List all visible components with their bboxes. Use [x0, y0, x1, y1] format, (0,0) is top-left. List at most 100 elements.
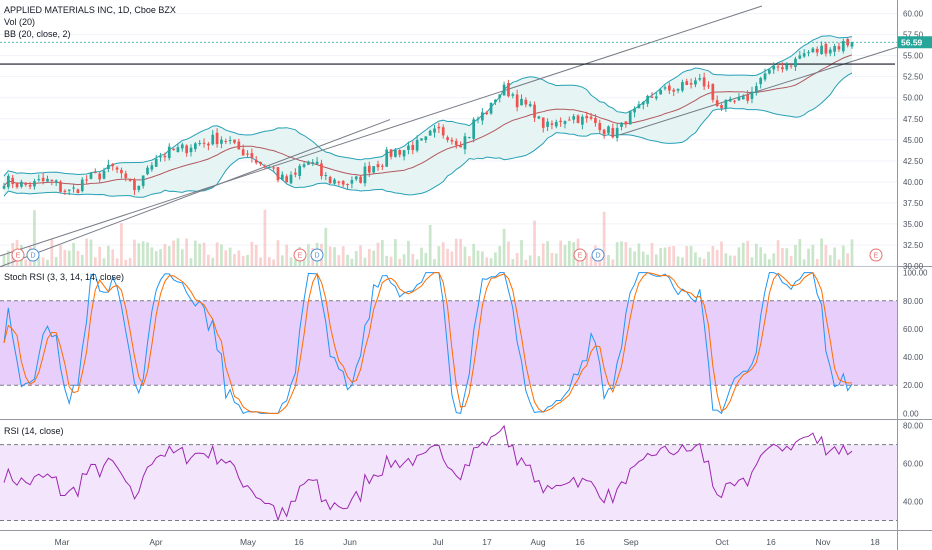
stoch-d-line — [3, 271, 853, 414]
price-tick-label: 55.00 — [903, 52, 924, 61]
price-axis[interactable]: 60.00 57.50 55.00 52.50 50.00 47.50 45.00 42.50… — [903, 10, 924, 271]
dividend-event-marker[interactable] — [591, 248, 605, 262]
volume-bar — [537, 256, 541, 266]
stoch-rsi-axis[interactable]: 100.00 80.00 60.00 40.00 20.00 0.00 — [903, 269, 928, 419]
candle-body — [511, 94, 515, 96]
time-axis[interactable]: Mar Apr May 16 Jun Jul 17 Aug 16 Sep Oct 16 Nov 18 — [55, 537, 880, 547]
volume-bar — [172, 240, 175, 266]
candle-body — [428, 130, 432, 136]
volume-bar — [246, 254, 249, 266]
candle-body — [185, 145, 188, 154]
candle-body — [450, 139, 454, 142]
candle-body — [367, 165, 371, 173]
candle-body — [581, 116, 584, 125]
volume-bar — [615, 242, 619, 266]
volume-bar — [841, 245, 845, 266]
candle-body — [376, 164, 380, 168]
candle-body — [59, 181, 62, 192]
candle-body — [102, 170, 106, 179]
upper-trendline[interactable] — [0, 5, 763, 257]
candle-body — [794, 58, 797, 67]
price-tick-label: 35.00 — [903, 220, 924, 229]
candle-body — [311, 162, 315, 164]
volume-bar — [333, 247, 336, 266]
price-tick-label: 60.00 — [903, 10, 924, 19]
stoch-rsi-pane — [0, 271, 897, 415]
candle-body — [533, 104, 536, 118]
rsi-line — [3, 424, 853, 522]
candle-body — [193, 143, 197, 150]
trendlines[interactable] — [0, 5, 898, 268]
candle-body — [380, 165, 384, 167]
volume-bar — [350, 258, 354, 266]
price-tick-label: 45.00 — [903, 136, 924, 145]
candle-body — [424, 136, 428, 141]
candle-body — [541, 117, 545, 128]
volume-bar — [294, 259, 297, 266]
svg-text:56.59: 56.59 — [901, 37, 923, 47]
candle-body — [415, 139, 419, 151]
candle-body — [233, 139, 236, 143]
candle-body — [585, 115, 589, 119]
rsi-axis[interactable]: 80.00 60.00 40.00 — [903, 422, 924, 507]
volume-bar — [507, 241, 510, 266]
rsi-band — [0, 444, 897, 521]
volume-bar — [768, 259, 771, 266]
volume-bar — [24, 259, 28, 266]
volume-bar — [128, 257, 132, 266]
volume-bar — [150, 247, 154, 266]
time-tick-label: Nov — [815, 537, 831, 547]
volume-bar — [228, 247, 232, 266]
candle-body — [698, 78, 702, 80]
volume-bar — [133, 239, 136, 266]
candle-body — [572, 116, 576, 120]
dividend-event-marker[interactable] — [310, 248, 324, 262]
time-tick-label: 18 — [870, 537, 880, 547]
candle-body — [363, 166, 367, 184]
volume-bar — [668, 246, 671, 266]
earnings-event-marker[interactable] — [293, 248, 307, 262]
volume-bar — [820, 238, 823, 266]
candle-body — [298, 165, 302, 176]
candle-body — [7, 175, 10, 188]
candle-body — [815, 48, 819, 53]
candle-body — [837, 46, 841, 50]
volume-bar — [267, 257, 271, 266]
volume-bar — [807, 248, 810, 266]
candle-body — [602, 129, 606, 135]
chart-title: APPLIED MATERIALS INC, 1D, Cboe BZX — [4, 5, 176, 15]
candle-body — [685, 81, 689, 86]
candle-body — [385, 149, 389, 167]
candle-body — [2, 186, 6, 189]
volume-bar — [463, 246, 467, 266]
candle-body — [372, 166, 375, 173]
earnings-event-marker[interactable] — [573, 248, 587, 262]
support-trendline[interactable] — [619, 46, 898, 136]
volume-bar — [524, 259, 528, 266]
candle-body — [841, 41, 845, 52]
dividend-event-marker[interactable] — [26, 248, 40, 262]
candle-body — [141, 175, 145, 186]
lower-trendline[interactable] — [0, 119, 391, 268]
earnings-event-marker[interactable] — [869, 248, 883, 262]
volume-bar — [115, 258, 119, 266]
candle-body — [37, 179, 41, 181]
candle-body — [668, 85, 671, 91]
candle-body — [489, 102, 493, 114]
volume-bar — [237, 250, 241, 266]
volume-bar — [741, 242, 745, 266]
volume-bar — [511, 259, 515, 266]
volume-bar — [259, 257, 262, 266]
candle-body — [154, 158, 158, 167]
earnings-event-marker[interactable] — [11, 248, 25, 262]
volume-bar — [494, 252, 497, 266]
candle-body — [124, 173, 128, 178]
volume-bar — [502, 228, 506, 266]
candle-body — [259, 161, 262, 165]
volume-bar — [811, 244, 815, 266]
volume-bar — [446, 248, 449, 266]
candle-body — [315, 161, 319, 165]
volume-bar — [554, 253, 558, 266]
